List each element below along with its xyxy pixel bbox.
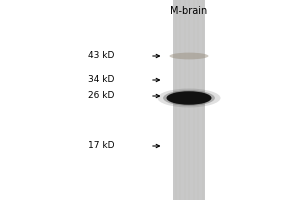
Text: 26 kD: 26 kD [88, 92, 114, 100]
Ellipse shape [163, 90, 215, 106]
Bar [173, 0, 205, 200]
Text: 43 kD: 43 kD [88, 51, 114, 60]
Text: M-brain: M-brain [170, 6, 208, 16]
Ellipse shape [158, 89, 220, 107]
Ellipse shape [169, 53, 208, 59]
Text: 34 kD: 34 kD [88, 75, 114, 84]
Ellipse shape [167, 91, 212, 105]
Text: 17 kD: 17 kD [88, 142, 114, 150]
